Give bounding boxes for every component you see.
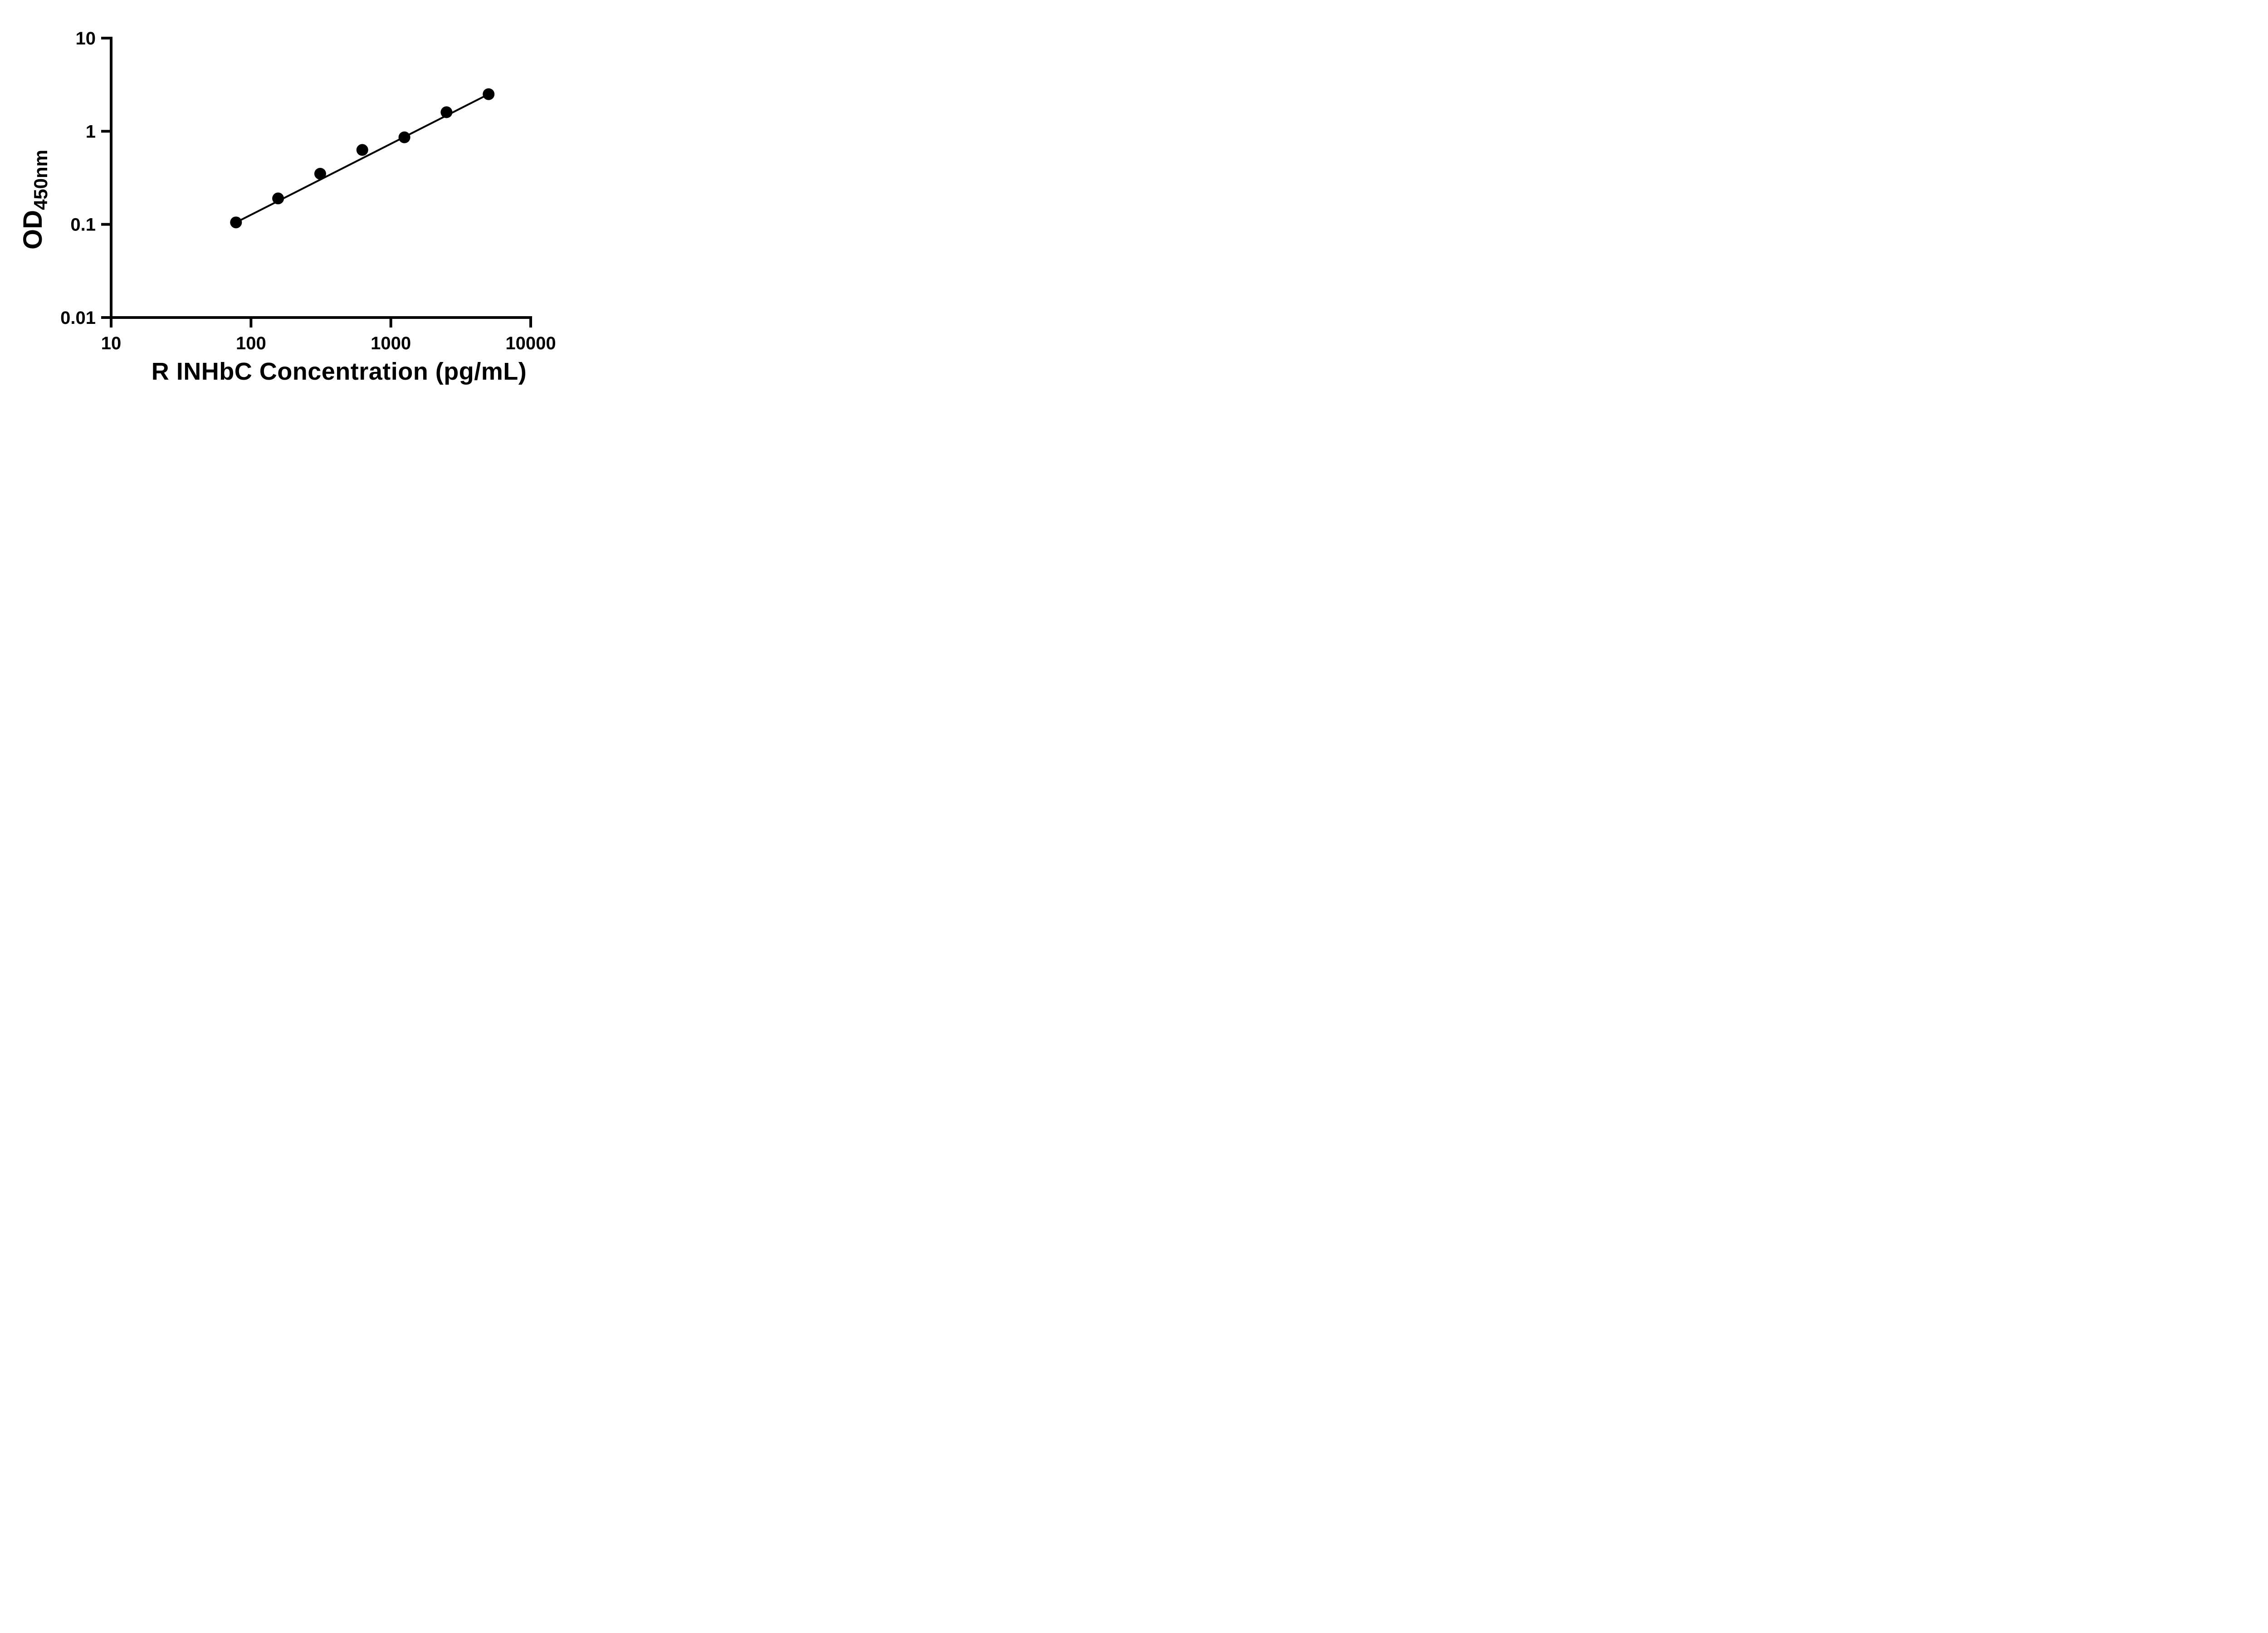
data-point [356,144,368,156]
y-tick-label: 0.1 [70,215,96,235]
data-point [272,192,284,205]
y-axis-label: OD450nm [18,150,51,249]
y-tick-label: 1 [86,122,96,142]
x-tick-label: 10000 [505,333,556,353]
y-axis-label-subscript: 450nm [30,150,51,210]
y-tick-label: 10 [76,29,96,49]
chart-canvas: 10 100 1000 10000 0.01 0.1 1 10 OD450nm [18,29,556,353]
data-point [314,167,326,180]
x-tick-label: 100 [236,333,266,353]
elisa-standard-curve-figure: 10 100 1000 10000 0.01 0.1 1 10 OD450nm R INHbC … [0,0,583,408]
data-point [483,88,495,100]
x-tick-label: 10 [101,333,122,353]
x-tick-label: 1000 [371,333,411,353]
x-axis-label: R INHbC Concentration (pg/mL) [151,358,527,385]
y-axis-label-base: OD [18,210,48,249]
y-tick-label: 0.01 [60,308,96,328]
data-point [440,106,453,118]
data-point [398,131,411,143]
data-point [230,216,242,229]
